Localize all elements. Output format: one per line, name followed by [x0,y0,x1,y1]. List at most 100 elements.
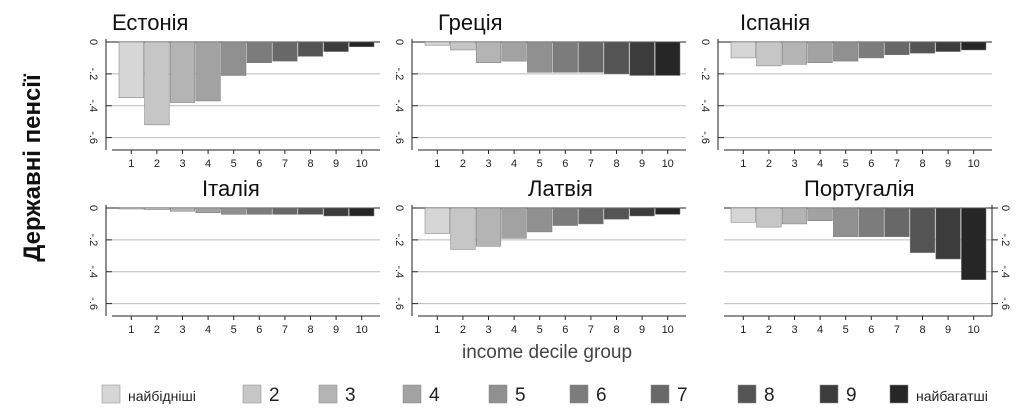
y-tick-label: -.4 [87,99,99,112]
bar [450,207,476,250]
x-tick-label: 6 [562,324,568,336]
legend-swatch [737,384,757,404]
bar [246,41,272,63]
x-tick-label: 5 [231,158,237,170]
x-tick-label: 9 [639,324,645,336]
x-tick-label: 6 [256,324,262,336]
x-tick-label: 7 [588,158,594,170]
legend-label: 3 [345,385,356,406]
bar [961,207,987,280]
x-tick-label: 1 [434,158,440,170]
y-tick-label: -.2 [87,233,99,246]
legend-item: 4 [402,384,440,406]
bar [655,41,681,76]
bar [195,207,221,214]
legend-swatch [318,384,338,404]
x-tick-label: 3 [485,158,491,170]
x-tick-label: 8 [307,324,313,336]
legend-item: 6 [569,384,607,406]
legend-item: 2 [242,384,280,406]
y-tick-label: 0 [699,39,711,45]
legend-item: 5 [488,384,526,406]
bar [118,207,144,210]
panel-3: Іспанія 0 -.2 -.4 -.6 1 2 3 4 5 6 7 8 9 10 [699,10,992,170]
bar [909,41,936,54]
y-tick-label: -.4 [393,99,405,112]
bar [833,41,859,62]
bar [169,207,196,212]
bar [349,41,375,48]
panel-1: Естонія 0 -.2 -.4 -.6 1 2 3 4 5 6 7 8 9 10 [87,10,380,170]
bar [349,207,375,217]
x-tick-label: 1 [128,324,134,336]
x-tick-label: 7 [894,158,900,170]
legend-swatch [889,384,909,404]
x-tick-label: 4 [205,324,211,336]
y-tick-label: -.2 [393,67,405,80]
panel-2: Греція 0 -.2 -.4 -.6 1 2 3 4 5 6 7 8 9 10 [393,10,686,170]
panel-title: Латвія [528,176,593,201]
y-tick-label: 0 [393,39,405,45]
x-tick-label: 2 [154,158,160,170]
bar [323,207,349,217]
legend-item: 7 [650,384,688,406]
y-tick-label: -.4 [87,265,99,278]
bar [272,41,298,62]
x-tick-label: 1 [740,324,746,336]
bar [323,41,349,52]
bar [169,41,196,103]
x-tick-label: 5 [537,324,543,336]
y-tick-label: -.2 [999,233,1011,246]
bar [527,41,553,73]
bar [552,207,578,226]
x-tick-label: 7 [588,324,594,336]
bar [629,41,655,76]
y-tick-label: -.2 [699,67,711,80]
x-tick-label: 5 [843,158,849,170]
y-tick-label: -.6 [999,297,1011,310]
x-tick-label: 8 [919,158,925,170]
bar [781,41,808,65]
bar [909,207,936,253]
legend-swatch [569,384,589,404]
legend-swatch [488,384,508,404]
x-tick-label: 7 [894,324,900,336]
x-tick-label: 8 [307,158,313,170]
x-tick-label: 10 [662,158,674,170]
bar [730,41,756,59]
bar [450,41,476,51]
bar [297,207,324,215]
bar [195,41,221,102]
y-tick-label: -.6 [87,297,99,310]
legend-item: 8 [737,384,775,406]
legend-label: 7 [677,385,688,406]
legend-swatch [650,384,670,404]
bar [756,207,782,228]
bar [527,207,553,233]
x-tick-label: 1 [128,158,134,170]
legend-label: найбідніші [128,388,196,404]
x-tick-label: 6 [868,158,874,170]
x-tick-label: 5 [537,158,543,170]
y-tick-label: 0 [87,205,99,211]
x-tick-label: 8 [613,324,619,336]
y-tick-label: -.6 [87,131,99,144]
x-tick-label: 4 [511,324,517,336]
panel-title: Естонія [112,10,188,35]
bar [221,207,247,215]
bar [501,207,527,239]
x-tick-label: 1 [434,324,440,336]
x-tick-label: 7 [282,324,288,336]
x-tick-label: 7 [282,158,288,170]
x-tick-label: 10 [356,158,368,170]
panel-title: Іспанія [740,10,810,35]
bar [475,41,502,63]
x-tick-label: 3 [485,324,491,336]
y-tick-label: 0 [87,39,99,45]
x-tick-label: 9 [945,324,951,336]
x-tick-label: 9 [945,158,951,170]
panel-title: Португалія [804,176,915,201]
bar [578,207,604,225]
bar [961,41,987,51]
